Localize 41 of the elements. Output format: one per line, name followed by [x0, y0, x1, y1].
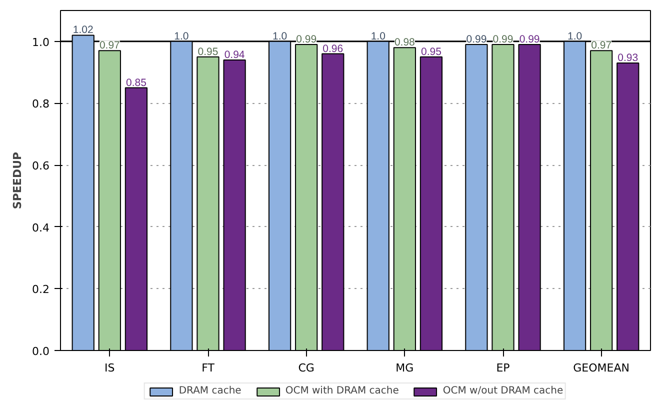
- data-label: 0.99: [466, 34, 487, 46]
- y-tick-label: 0.2: [32, 283, 50, 296]
- data-label: 1.0: [272, 30, 288, 42]
- data-label: 0.97: [591, 40, 612, 52]
- data-label: 0.93: [618, 52, 638, 64]
- data-label: 0.98: [394, 36, 416, 49]
- x-tick-label: MG: [396, 362, 414, 374]
- bar: [518, 44, 541, 350]
- x-tick-label: FT: [202, 362, 215, 374]
- y-tick-label: 0.6: [32, 160, 50, 173]
- bar: [124, 87, 148, 350]
- y-tick-label: 0.0: [32, 345, 50, 358]
- data-label: 0.99: [519, 34, 540, 46]
- data-label: 0.94: [224, 48, 245, 61]
- bar: [616, 62, 640, 350]
- bar: [465, 44, 488, 350]
- legend-label: DRAM cache: [178, 386, 242, 396]
- legend-label: OCM w/out DRAM cache: [442, 386, 564, 396]
- y-tick-label: 0.8: [32, 98, 50, 111]
- data-label: 0.99: [492, 34, 514, 46]
- data-label: 1.0: [174, 30, 189, 42]
- data-label: 0.97: [99, 40, 120, 52]
- x-tick-label: GEOMEAN: [573, 362, 630, 374]
- data-label: 0.95: [421, 46, 442, 58]
- data-label: 1.0: [567, 30, 582, 42]
- bar: [223, 59, 246, 350]
- x-tick-label: IS: [104, 362, 115, 374]
- data-label: 0.99: [296, 34, 317, 46]
- data-label: 0.95: [198, 46, 218, 58]
- data-label: 1.0: [370, 30, 386, 42]
- y-tick-label: 1.0: [32, 36, 50, 49]
- x-tick-label: CG: [298, 362, 314, 374]
- data-label: 0.96: [322, 42, 344, 55]
- legend-label: OCM with DRAM cache: [285, 386, 399, 396]
- x-tick-label: EP: [496, 362, 510, 374]
- bar: [322, 53, 344, 350]
- y-tick-label: 0.4: [32, 221, 50, 234]
- data-label: 1.02: [72, 24, 94, 36]
- data-label: 0.85: [126, 76, 147, 89]
- bar: [420, 56, 443, 350]
- y-axis-title: SPEEDUP: [11, 152, 24, 210]
